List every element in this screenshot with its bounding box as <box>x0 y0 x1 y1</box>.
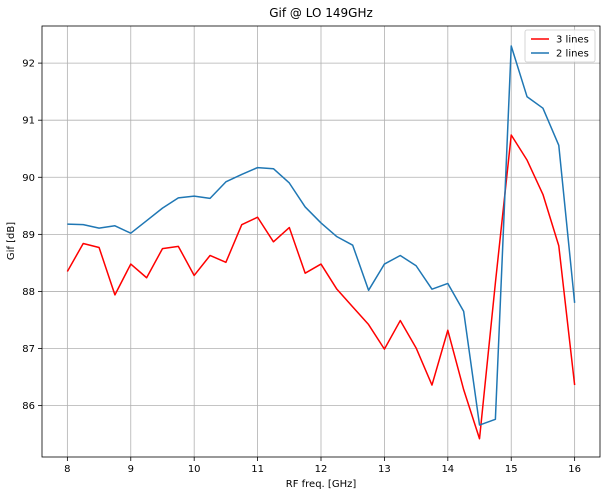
series-lines <box>66 45 576 440</box>
x-tick-label: 13 <box>378 464 391 475</box>
legend: 3 lines 2 lines <box>524 29 596 63</box>
y-tick-label: 89 <box>22 230 35 241</box>
x-tick-label: 14 <box>441 464 454 475</box>
x-tick-label: 12 <box>315 464 328 475</box>
x-tick-label: 11 <box>251 464 264 475</box>
y-axis-ticks: 86 87 88 89 90 91 92 <box>22 59 42 412</box>
y-axis-label: Gif [dB] <box>6 222 17 260</box>
legend-box <box>524 29 596 63</box>
x-axis-ticks: 8 9 10 11 12 13 14 15 16 <box>64 457 581 475</box>
series-line-1 <box>66 134 576 440</box>
legend-label-1: 3 lines <box>556 35 589 46</box>
grid <box>42 26 600 457</box>
y-tick-label: 91 <box>22 116 35 127</box>
chart-title: Gif @ LO 149GHz <box>269 6 373 20</box>
y-tick-label: 86 <box>22 401 35 412</box>
x-tick-label: 9 <box>128 464 134 475</box>
legend-label-2: 2 lines <box>556 49 589 60</box>
x-tick-label: 10 <box>188 464 201 475</box>
x-tick-label: 15 <box>505 464 518 475</box>
y-tick-label: 92 <box>22 59 35 70</box>
y-tick-label: 90 <box>22 173 35 184</box>
x-tick-label: 16 <box>568 464 581 475</box>
series-line-2 <box>67 45 576 426</box>
y-tick-label: 88 <box>22 287 35 298</box>
x-tick-label: 8 <box>64 464 70 475</box>
y-tick-label: 87 <box>22 344 35 355</box>
x-axis-label: RF freq. [GHz] <box>286 479 357 490</box>
